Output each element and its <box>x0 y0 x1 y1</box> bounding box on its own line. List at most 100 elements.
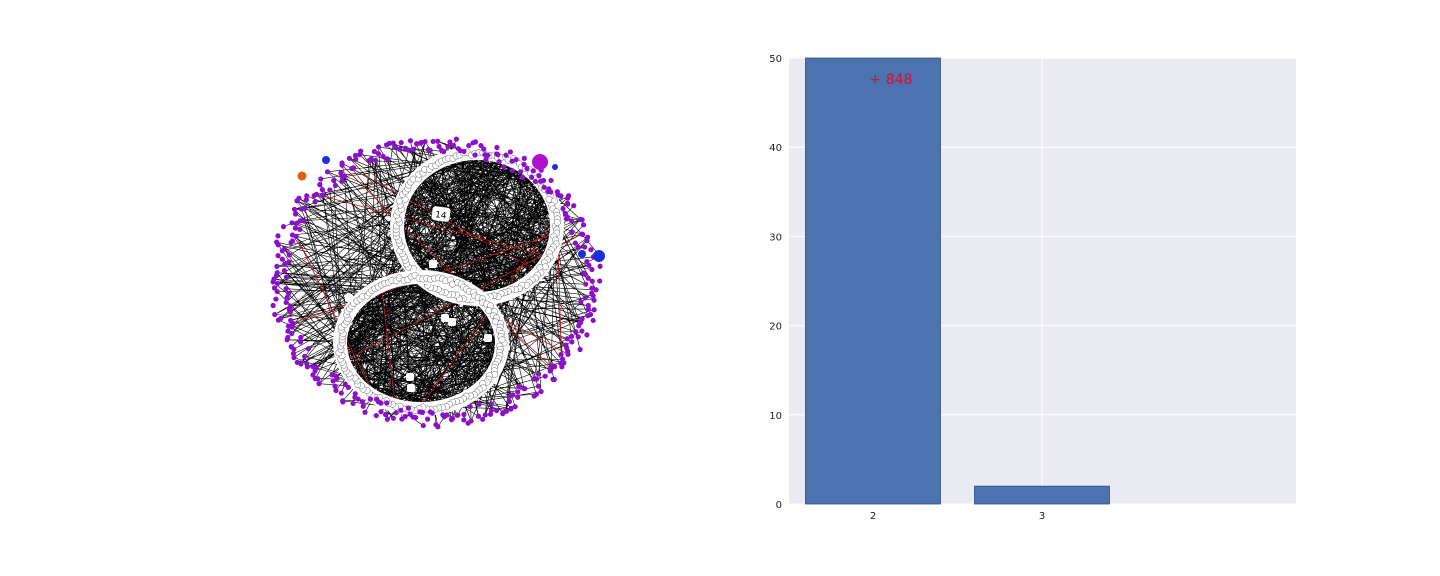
graph-node <box>303 197 309 203</box>
graph-node <box>507 393 513 399</box>
graph-node <box>506 398 513 405</box>
hub-node <box>429 260 437 268</box>
graph-node <box>302 205 308 211</box>
graph-node <box>350 165 357 171</box>
graph-node <box>375 151 381 157</box>
graph-node <box>272 311 278 318</box>
graph-node <box>322 156 330 164</box>
graph-node <box>420 422 426 429</box>
graph-node <box>378 409 384 415</box>
graph-node <box>338 170 344 176</box>
graph-node <box>318 176 324 182</box>
graph-node <box>450 142 457 149</box>
graph-node <box>476 401 482 407</box>
graph-node <box>301 218 307 224</box>
graph-node <box>310 372 316 378</box>
graph-node <box>516 384 522 390</box>
graph-node <box>274 270 280 276</box>
graph-node <box>547 368 553 374</box>
graph-node <box>271 285 278 291</box>
graph-node <box>538 388 544 395</box>
graph-node <box>575 334 581 340</box>
graph-node <box>360 403 366 409</box>
y-tick-label: 20 <box>769 322 782 333</box>
graph-node <box>289 220 295 226</box>
graph-node <box>508 406 514 412</box>
graph-node-large <box>532 154 548 170</box>
graph-node <box>515 389 521 395</box>
graph-node <box>430 138 436 145</box>
graph-node <box>292 225 298 231</box>
bar-2 <box>805 57 941 505</box>
graph-node <box>535 383 541 389</box>
graph-node <box>585 313 591 319</box>
graph-node <box>565 351 571 357</box>
graph-node <box>350 400 356 407</box>
graph-node <box>346 155 353 161</box>
graph-node <box>585 302 591 309</box>
y-tick-label: 0 <box>776 500 782 511</box>
graph-node <box>331 177 337 184</box>
graph-node <box>422 139 428 145</box>
graph-node <box>279 256 285 262</box>
graph-node <box>521 161 527 167</box>
ring-node <box>409 175 417 183</box>
ring-node <box>498 336 506 344</box>
graph-node <box>597 278 603 284</box>
graph-node <box>509 158 515 164</box>
graph-node <box>380 153 386 159</box>
hub-node <box>406 373 414 381</box>
graph-node <box>358 148 364 154</box>
graph-node <box>405 405 412 411</box>
graph-node <box>517 169 524 175</box>
graph-node <box>512 404 518 410</box>
graph-node <box>288 317 294 324</box>
graph-node <box>280 224 287 230</box>
graph-node <box>461 411 467 418</box>
y-axis-ticks: 0 10 20 30 40 50 <box>769 54 782 511</box>
graph-node <box>359 399 365 405</box>
graph-node <box>342 381 348 388</box>
graph-node <box>384 156 391 162</box>
graph-node <box>410 146 417 152</box>
svg-text:14: 14 <box>434 210 447 222</box>
graph-node <box>367 396 374 402</box>
graph-node <box>278 315 284 322</box>
graph-node <box>580 231 586 237</box>
hub-node <box>484 334 492 342</box>
graph-node <box>485 152 491 158</box>
graph-node <box>397 146 403 152</box>
graph-node <box>487 411 494 417</box>
graph-node <box>352 152 359 159</box>
graph-node <box>577 346 583 353</box>
hub-node <box>448 318 456 326</box>
graph-node <box>585 275 591 281</box>
graph-node <box>342 173 348 179</box>
graph-node <box>448 417 455 423</box>
graph-node <box>282 261 288 267</box>
graph-node <box>569 229 575 236</box>
graph-node <box>441 149 447 155</box>
graph-node <box>447 139 453 145</box>
graph-node <box>339 160 345 166</box>
graph-node <box>291 354 297 361</box>
graph-rings <box>333 146 564 416</box>
graph-node <box>289 238 296 244</box>
graph-node <box>597 263 603 269</box>
graph-node <box>584 332 590 338</box>
graph-node <box>392 144 398 150</box>
graph-node <box>435 138 441 144</box>
bar-3 <box>974 485 1110 505</box>
graph-node <box>386 140 392 146</box>
graph-node <box>480 416 486 422</box>
graph-node <box>398 407 404 413</box>
graph-node <box>521 385 527 392</box>
graph-node <box>333 387 339 394</box>
graph-node <box>589 278 595 284</box>
graph-node <box>316 381 322 387</box>
graph-node <box>436 143 442 149</box>
graph-node <box>573 329 579 335</box>
graph-node <box>339 178 345 184</box>
graph-node <box>540 177 547 184</box>
